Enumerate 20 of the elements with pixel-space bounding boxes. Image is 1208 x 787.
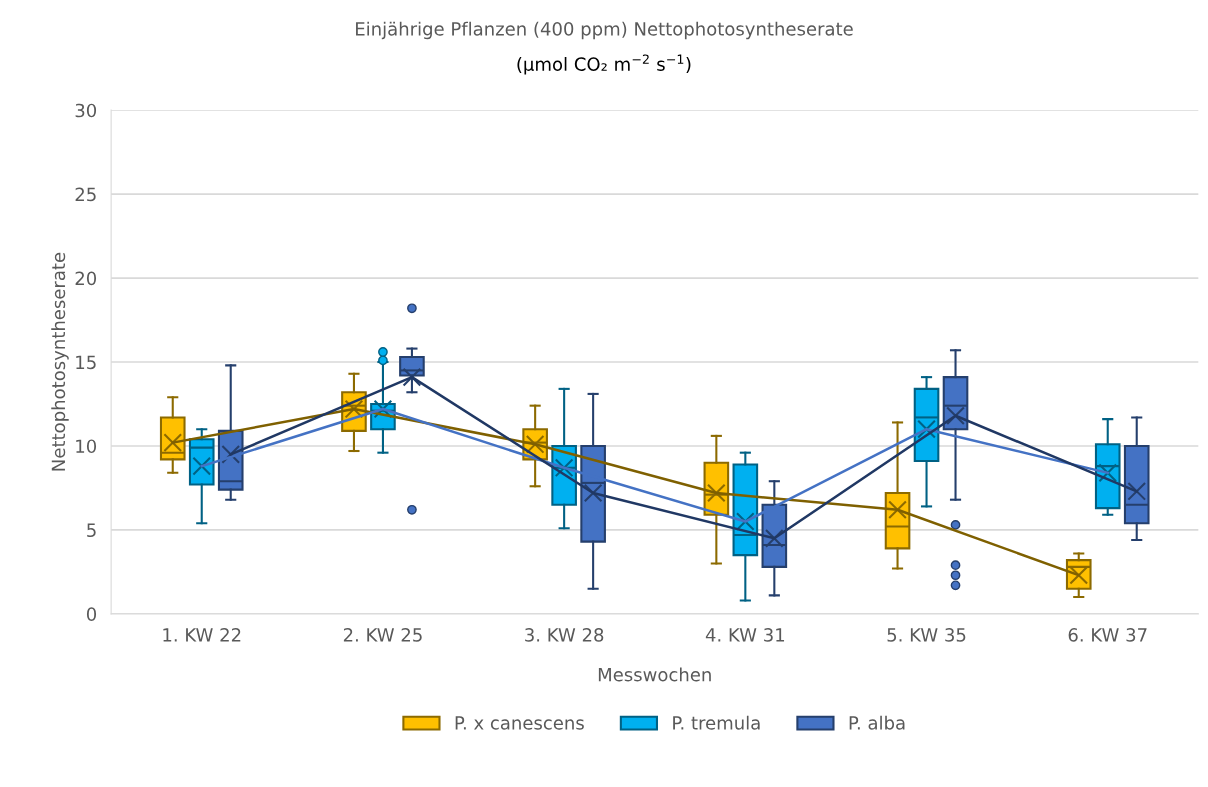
x-tick-label: 5. KW 35 (887, 628, 966, 642)
y-tick-label: 15 (76, 355, 96, 370)
x-tick-label: 4. KW 31 (705, 628, 785, 642)
y-axis-title: Nettophotosyntheserate (51, 252, 69, 471)
x-axis-title: Messwochen (598, 667, 711, 682)
x-tick-label: 2. KW 25 (343, 628, 422, 642)
x-tick-label: 3. KW 28 (525, 628, 604, 642)
chart-subtitle: (µmol CO₂ m$^{−2}$ s$^{−1}$) (517, 54, 691, 75)
legend-label: P. alba (849, 715, 905, 730)
legend-label: P. tremula (673, 715, 760, 730)
chart-title: Einjährige Pflanzen (400 ppm) Nettophotosyntheserate (356, 21, 853, 40)
y-tick-label: 20 (75, 271, 97, 286)
y-tick-label: 5 (87, 523, 96, 538)
y-tick-label: 10 (76, 439, 97, 454)
y-tick-label: 0 (86, 607, 97, 621)
legend-label: P. x canescens (455, 716, 584, 730)
y-tick-label: 25 (75, 187, 96, 202)
y-tick-label: 30 (75, 103, 97, 118)
x-tick-label: 1. KW 22 (163, 628, 241, 642)
x-tick-label: 6. KW 37 (1068, 628, 1147, 642)
